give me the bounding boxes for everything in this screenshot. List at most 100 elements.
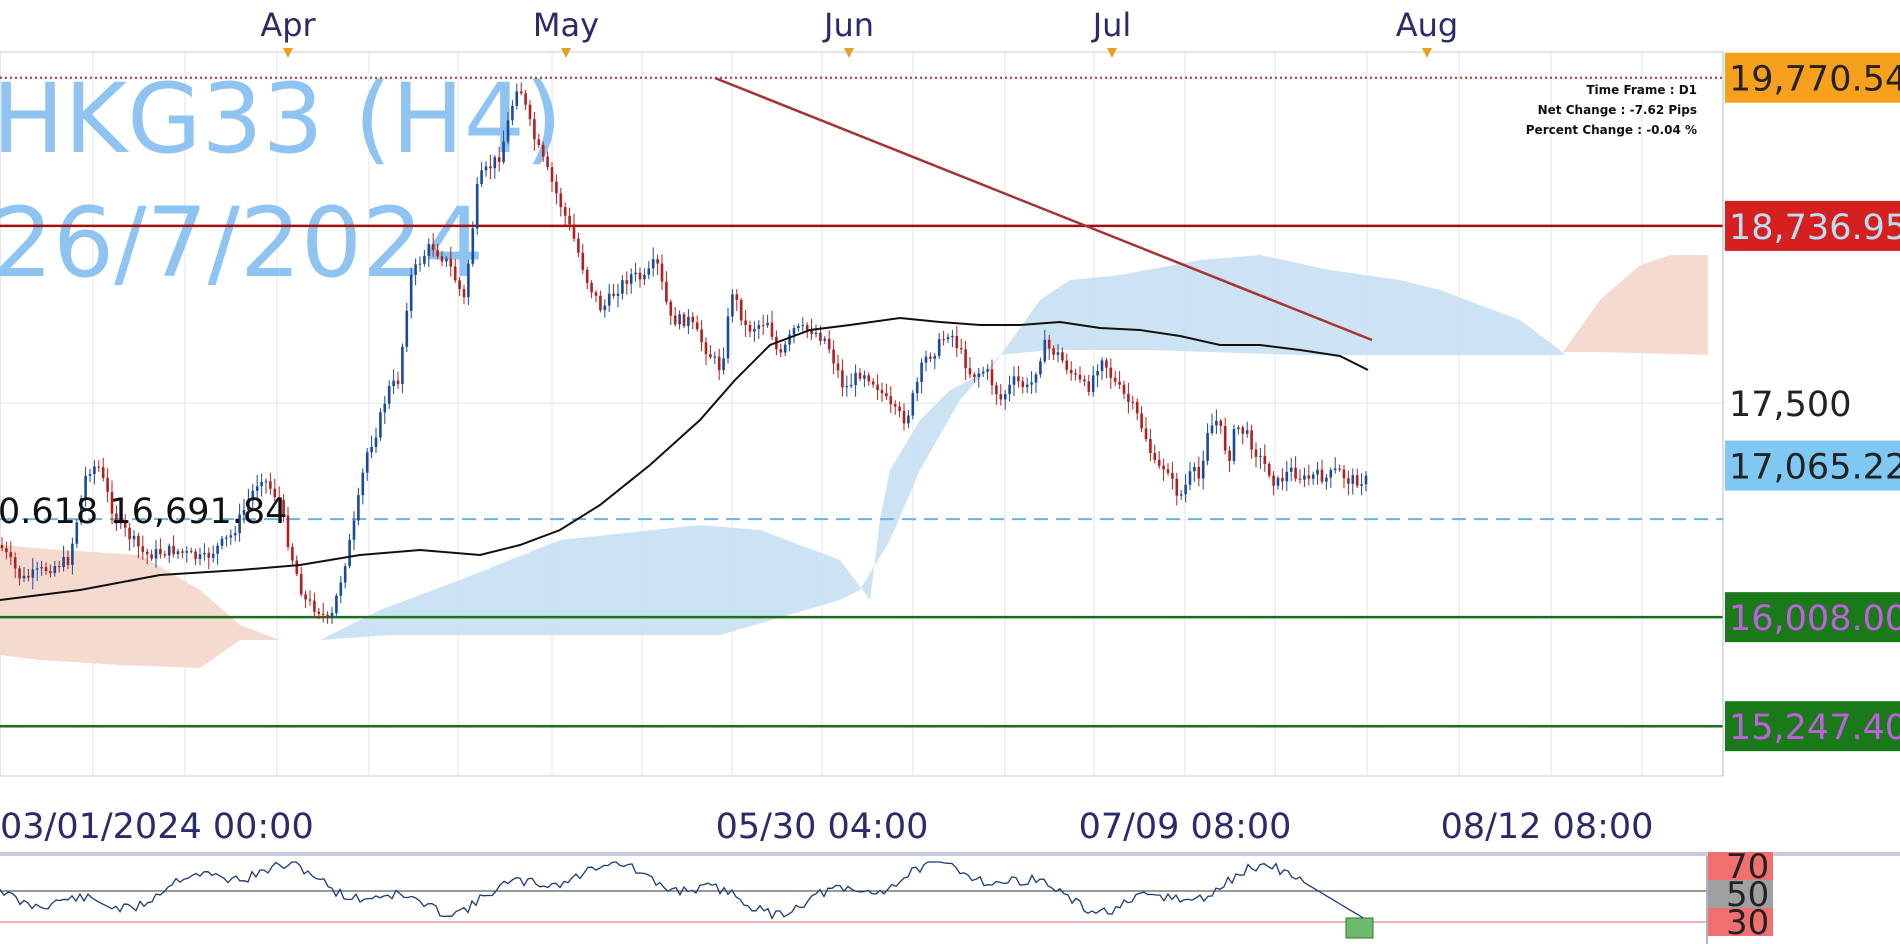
candle bbox=[475, 177, 479, 235]
candle-body bbox=[66, 557, 70, 565]
candle-body bbox=[1157, 459, 1161, 466]
candle-body bbox=[981, 371, 985, 374]
candle-body bbox=[1091, 375, 1095, 392]
candle bbox=[357, 487, 360, 526]
price-tag: 19,770.54 bbox=[1725, 52, 1900, 103]
candle-body bbox=[832, 349, 835, 364]
candle bbox=[84, 467, 87, 507]
candle-body bbox=[1039, 361, 1042, 375]
candle-body bbox=[1285, 471, 1289, 482]
candle bbox=[766, 314, 769, 328]
candle bbox=[343, 563, 347, 589]
candle-body bbox=[858, 372, 862, 379]
candle bbox=[1157, 451, 1161, 469]
candle-body bbox=[929, 356, 932, 359]
candle bbox=[1162, 458, 1165, 481]
candle-body bbox=[502, 141, 505, 163]
candle-body bbox=[484, 166, 488, 171]
candle-body bbox=[1003, 394, 1007, 400]
candle bbox=[1311, 471, 1315, 485]
candle-body bbox=[449, 258, 453, 267]
candle-body bbox=[260, 481, 263, 487]
candle bbox=[484, 161, 488, 177]
candle bbox=[757, 320, 761, 339]
month-marker bbox=[844, 48, 854, 58]
candle bbox=[1338, 464, 1341, 472]
candle-body bbox=[1272, 475, 1275, 486]
candle bbox=[9, 541, 13, 566]
candle-body bbox=[1052, 348, 1055, 355]
candle bbox=[1342, 464, 1346, 489]
candle bbox=[1316, 461, 1319, 485]
candle bbox=[726, 307, 730, 364]
candle-body bbox=[401, 346, 404, 385]
month-label-aug: Aug bbox=[1396, 6, 1458, 44]
candle bbox=[238, 503, 241, 542]
candle bbox=[13, 552, 17, 579]
candle-body bbox=[1228, 450, 1231, 461]
candle bbox=[1061, 347, 1064, 363]
candle bbox=[599, 290, 602, 313]
candle bbox=[691, 312, 695, 330]
candle bbox=[1017, 366, 1020, 388]
candle bbox=[1065, 353, 1069, 375]
candle bbox=[999, 384, 1003, 406]
candle-body bbox=[49, 571, 52, 574]
candle-body bbox=[475, 184, 479, 229]
candle-body bbox=[110, 491, 114, 514]
candle bbox=[981, 366, 985, 377]
candle bbox=[1127, 382, 1130, 414]
candle-body bbox=[0, 545, 4, 549]
candle bbox=[968, 357, 972, 379]
candle bbox=[207, 547, 211, 570]
candle bbox=[273, 478, 277, 505]
candle bbox=[625, 271, 629, 295]
candle bbox=[713, 351, 717, 365]
price-tag-label: 15,247.40 bbox=[1729, 708, 1900, 748]
candle bbox=[335, 593, 338, 616]
candle-body bbox=[335, 595, 338, 613]
candle bbox=[990, 359, 994, 395]
candle-body bbox=[1061, 352, 1064, 361]
candle bbox=[480, 162, 483, 188]
candle-body bbox=[233, 533, 237, 536]
candle bbox=[150, 549, 153, 561]
candle-body bbox=[841, 370, 844, 388]
candle bbox=[687, 309, 690, 335]
candle bbox=[735, 289, 739, 312]
candle bbox=[71, 537, 74, 575]
candle bbox=[995, 381, 998, 405]
rsi-marker bbox=[1345, 917, 1374, 939]
info-percent-change: Percent Change : -0.04 % bbox=[1526, 123, 1697, 137]
candle bbox=[115, 505, 118, 532]
candle-body bbox=[1144, 428, 1148, 440]
candle-body bbox=[27, 575, 30, 578]
candle-body bbox=[321, 613, 325, 615]
candle bbox=[911, 390, 915, 420]
price-tag-label: 17,065.22 bbox=[1729, 448, 1900, 488]
candle bbox=[871, 378, 875, 388]
candle-body bbox=[1206, 433, 1209, 461]
candle bbox=[299, 566, 303, 597]
candle-body bbox=[1100, 360, 1104, 371]
rsi-level-bg bbox=[1708, 880, 1773, 908]
candle bbox=[1140, 406, 1143, 433]
candle bbox=[1241, 425, 1245, 445]
candle-body bbox=[53, 566, 57, 574]
candle-body bbox=[673, 315, 677, 325]
candle-body bbox=[458, 280, 461, 290]
candle-body bbox=[682, 314, 686, 326]
candle-body bbox=[1175, 478, 1179, 496]
candle bbox=[841, 359, 844, 397]
candle-body bbox=[819, 332, 822, 341]
candle-body bbox=[427, 244, 431, 256]
candle bbox=[123, 514, 127, 537]
candle-body bbox=[137, 535, 140, 547]
candle-body bbox=[761, 325, 765, 327]
candle-body bbox=[145, 551, 149, 555]
candle-body bbox=[1122, 384, 1126, 394]
candle bbox=[559, 187, 563, 217]
candle bbox=[546, 151, 549, 171]
candle-body bbox=[167, 545, 171, 556]
